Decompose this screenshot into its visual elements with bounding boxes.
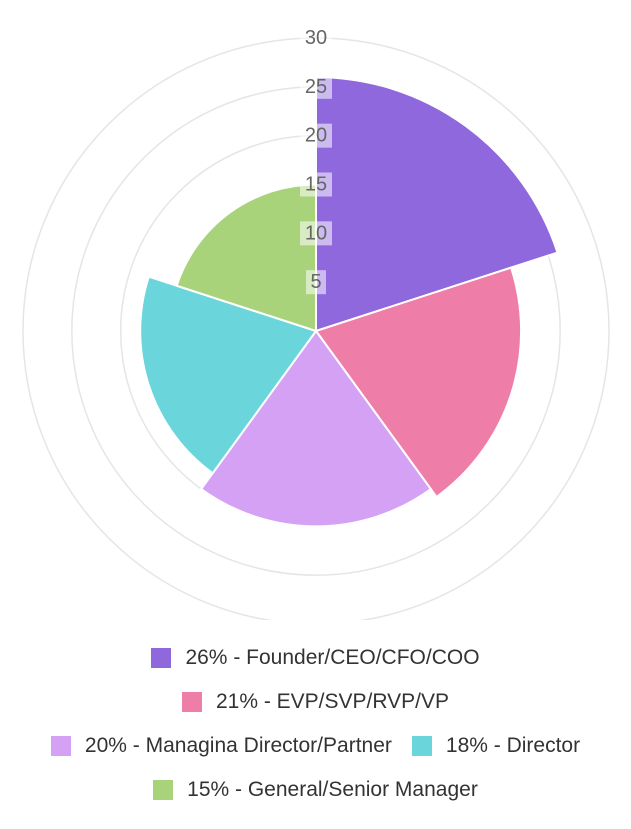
legend-item-director[interactable]: 18% - Director [411, 734, 581, 758]
legend-row-3: 20% - Managina Director/Partner 18% - Di… [0, 724, 631, 768]
legend-swatch [153, 780, 174, 800]
legend-row-1: 26% - Founder/CEO/CFO/COO [0, 636, 631, 680]
legend-label: 21% - EVP/SVP/RVP/VP [215, 690, 450, 713]
legend-row-4: 15% - General/Senior Manager [0, 768, 631, 812]
legend: 26% - Founder/CEO/CFO/COO 21% - EVP/SVP/… [0, 636, 631, 812]
legend-label: 15% - General/Senior Manager [187, 778, 478, 801]
legend-item-founder[interactable]: 26% - Founder/CEO/CFO/COO [151, 646, 480, 670]
radial-tick-labels: 5 10 15 20 25 30 [300, 26, 332, 295]
slice-4[interactable] [139, 275, 318, 475]
tick-label-25: 25 [305, 76, 327, 98]
chart-slices [139, 76, 559, 528]
tick-backdrop-15 [300, 172, 332, 197]
slice-1[interactable] [315, 76, 559, 333]
slice-3[interactable] [199, 329, 433, 528]
legend-label: 26% - Founder/CEO/CFO/COO [185, 646, 480, 669]
tick-backdrop-25 [300, 74, 332, 99]
legend-item-general-manager[interactable]: 15% - General/Senior Manager [153, 778, 478, 802]
legend-swatch [151, 648, 172, 668]
tick-label-20: 20 [305, 125, 327, 147]
slice-2[interactable] [314, 266, 523, 499]
tick-backdrop-20 [300, 123, 332, 148]
legend-swatch [411, 736, 432, 756]
legend-label: 20% - Managina Director/Partner [84, 734, 392, 757]
legend-item-evp[interactable]: 21% - EVP/SVP/RVP/VP [181, 690, 450, 714]
tick-label-5: 5 [310, 271, 321, 293]
tick-backdrop-5 [306, 270, 326, 295]
slice-5[interactable] [175, 183, 317, 333]
legend-label: 18% - Director [445, 734, 581, 757]
polar-area-chart: 5 10 15 20 25 30 [22, 26, 610, 620]
tick-label-15: 15 [305, 174, 327, 196]
tick-label-10: 10 [305, 222, 327, 244]
legend-swatch [181, 692, 202, 712]
tick-label-30: 30 [305, 27, 327, 49]
legend-item-managing-director[interactable]: 20% - Managina Director/Partner [50, 734, 392, 758]
legend-swatch [50, 736, 71, 756]
tick-backdrop-10 [300, 221, 332, 246]
legend-row-2: 21% - EVP/SVP/RVP/VP [0, 680, 631, 724]
tick-backdrop-30 [300, 26, 332, 50]
